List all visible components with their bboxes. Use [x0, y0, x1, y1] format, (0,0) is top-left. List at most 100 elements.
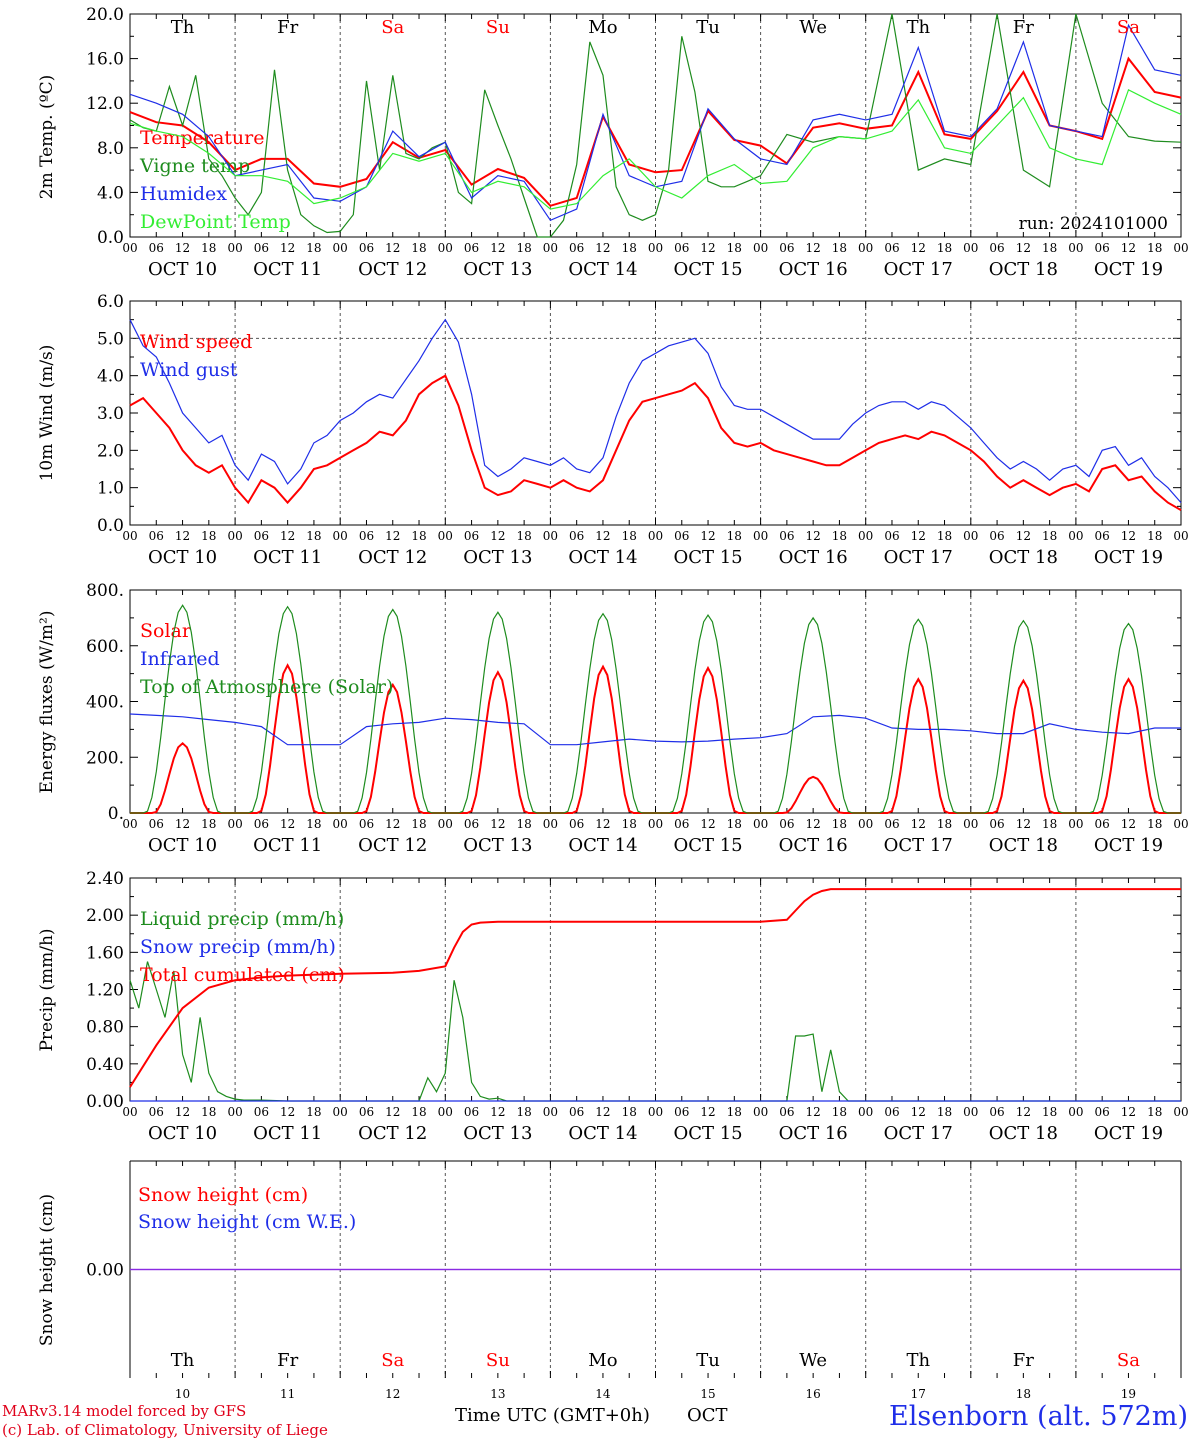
- series-line-infrared: [129, 713, 1181, 746]
- series-line-top-of-atmosphere-solar-: [130, 604, 1181, 814]
- hour-tick-label: 12: [1016, 817, 1031, 831]
- hour-tick-label: 00: [122, 241, 137, 255]
- x-axis-title: Time UTC (GMT+0h): [455, 1405, 650, 1426]
- hour-tick-label: 06: [779, 817, 794, 831]
- day-label: Su: [486, 17, 510, 38]
- date-label: OCT 11: [253, 1123, 322, 1144]
- hour-tick-label: 12: [385, 1105, 400, 1119]
- hour-tick-label: 12: [1121, 241, 1136, 255]
- hour-tick-label: 00: [648, 241, 663, 255]
- hour-tick-label: 18: [937, 1105, 952, 1119]
- date-label: OCT 16: [779, 259, 848, 280]
- legend-entry: DewPoint Temp: [140, 211, 291, 233]
- y-tick-label: 12.0: [86, 94, 124, 114]
- hour-tick-label: 12: [280, 817, 295, 831]
- hour-tick-label: 00: [1173, 241, 1188, 255]
- hour-tick-label: 06: [674, 241, 689, 255]
- hour-tick-label: 00: [122, 817, 137, 831]
- legend-entry: Top of Atmosphere (Solar): [140, 676, 393, 698]
- hour-tick-label: 18: [411, 529, 426, 543]
- hour-tick-label: 18: [832, 241, 847, 255]
- date-label: OCT 11: [253, 835, 322, 856]
- credit-line-1: MARv3.14 model forced by GFS: [2, 1402, 247, 1420]
- hour-tick-label: 06: [779, 241, 794, 255]
- legend-entry: Solar: [140, 620, 192, 642]
- y-tick-label: 1.0: [97, 479, 124, 499]
- hour-tick-label: 12: [175, 1105, 190, 1119]
- hour-tick-label: 06: [254, 529, 269, 543]
- hour-tick-label: 06: [779, 529, 794, 543]
- y-tick-label: 600.: [86, 637, 124, 657]
- hour-tick-label: 00: [963, 1105, 978, 1119]
- hour-tick-label: 06: [149, 529, 164, 543]
- date-label: OCT 13: [463, 835, 532, 856]
- date-label: OCT 18: [989, 1123, 1058, 1144]
- hour-tick-label: 00: [648, 529, 663, 543]
- day-label: Mo: [588, 1350, 617, 1371]
- hour-tick-label: 00: [648, 817, 663, 831]
- hour-tick-label: 00: [122, 1105, 137, 1119]
- date-label: OCT 11: [253, 259, 322, 280]
- day-label: Fr: [1013, 17, 1034, 38]
- hour-tick-label: 00: [753, 1105, 768, 1119]
- hour-tick-label: 12: [280, 529, 295, 543]
- hour-tick-label: 06: [674, 1105, 689, 1119]
- series-line-wind-gust: [129, 318, 1182, 503]
- hour-tick-label: 18: [411, 241, 426, 255]
- date-label: OCT 14: [568, 547, 637, 568]
- y-tick-label: 4.0: [97, 367, 124, 387]
- y-tick-label: 0.: [108, 804, 124, 824]
- y-axis-label: Energy fluxes (W/m²): [37, 611, 57, 794]
- hour-tick-label: 00: [122, 529, 137, 543]
- date-label: OCT 15: [673, 1123, 742, 1144]
- hour-tick-label: 06: [464, 241, 479, 255]
- hour-tick-label: 12: [700, 241, 715, 255]
- hour-tick-label: 18: [306, 241, 321, 255]
- series-line-wind-speed: [129, 374, 1182, 511]
- hour-tick-label: 12: [806, 1105, 821, 1119]
- hour-tick-label: 06: [884, 817, 899, 831]
- hour-tick-label: 18: [411, 1105, 426, 1119]
- hour-tick-label: 12: [911, 529, 926, 543]
- date-label: OCT 11: [253, 547, 322, 568]
- hour-tick-label: 06: [674, 817, 689, 831]
- date-label: OCT 17: [884, 1123, 953, 1144]
- hour-tick-label: 12: [700, 1105, 715, 1119]
- hour-tick-label: 12: [595, 1105, 610, 1119]
- hour-tick-label: 00: [963, 241, 978, 255]
- hour-tick-label: 18: [306, 529, 321, 543]
- hour-tick-label: 12: [911, 1105, 926, 1119]
- y-tick-label: 200.: [86, 748, 124, 768]
- hour-tick-label: 18: [727, 817, 742, 831]
- date-label: OCT 10: [148, 835, 217, 856]
- date-label: OCT 18: [989, 835, 1058, 856]
- hour-tick-label: 18: [622, 241, 637, 255]
- y-tick-label: 0.40: [86, 1055, 124, 1075]
- hour-tick-label: 12: [1016, 529, 1031, 543]
- hour-tick-label: 00: [1068, 817, 1083, 831]
- hour-tick-label: 18: [201, 1105, 216, 1119]
- hour-tick-label: 12: [385, 529, 400, 543]
- hour-tick-label: 06: [569, 1105, 584, 1119]
- hour-tick-label: 18: [516, 817, 531, 831]
- hour-tick-label: 18: [832, 1105, 847, 1119]
- hour-tick-label: 12: [1121, 817, 1136, 831]
- date-label: OCT 19: [1094, 1123, 1163, 1144]
- hour-tick-label: 00: [227, 817, 242, 831]
- hour-tick-label: 06: [149, 241, 164, 255]
- date-label: OCT 14: [568, 259, 637, 280]
- y-tick-label: 2.00: [86, 906, 124, 926]
- hour-tick-label: 12: [595, 529, 610, 543]
- y-axis-label: Snow height (cm): [37, 1194, 57, 1346]
- hour-tick-label: 18: [516, 1105, 531, 1119]
- y-tick-label: 400.: [86, 693, 124, 713]
- date-label: OCT 15: [673, 259, 742, 280]
- hour-tick-label: 00: [753, 241, 768, 255]
- hour-tick-label: 00: [963, 529, 978, 543]
- y-tick-label: 0.0: [97, 228, 124, 248]
- hour-tick-label: 00: [753, 529, 768, 543]
- hour-tick-label: 06: [1095, 529, 1110, 543]
- plot-frame: [129, 13, 1182, 238]
- hour-tick-label: 00: [333, 241, 348, 255]
- legend-entry: Temperature: [140, 127, 264, 149]
